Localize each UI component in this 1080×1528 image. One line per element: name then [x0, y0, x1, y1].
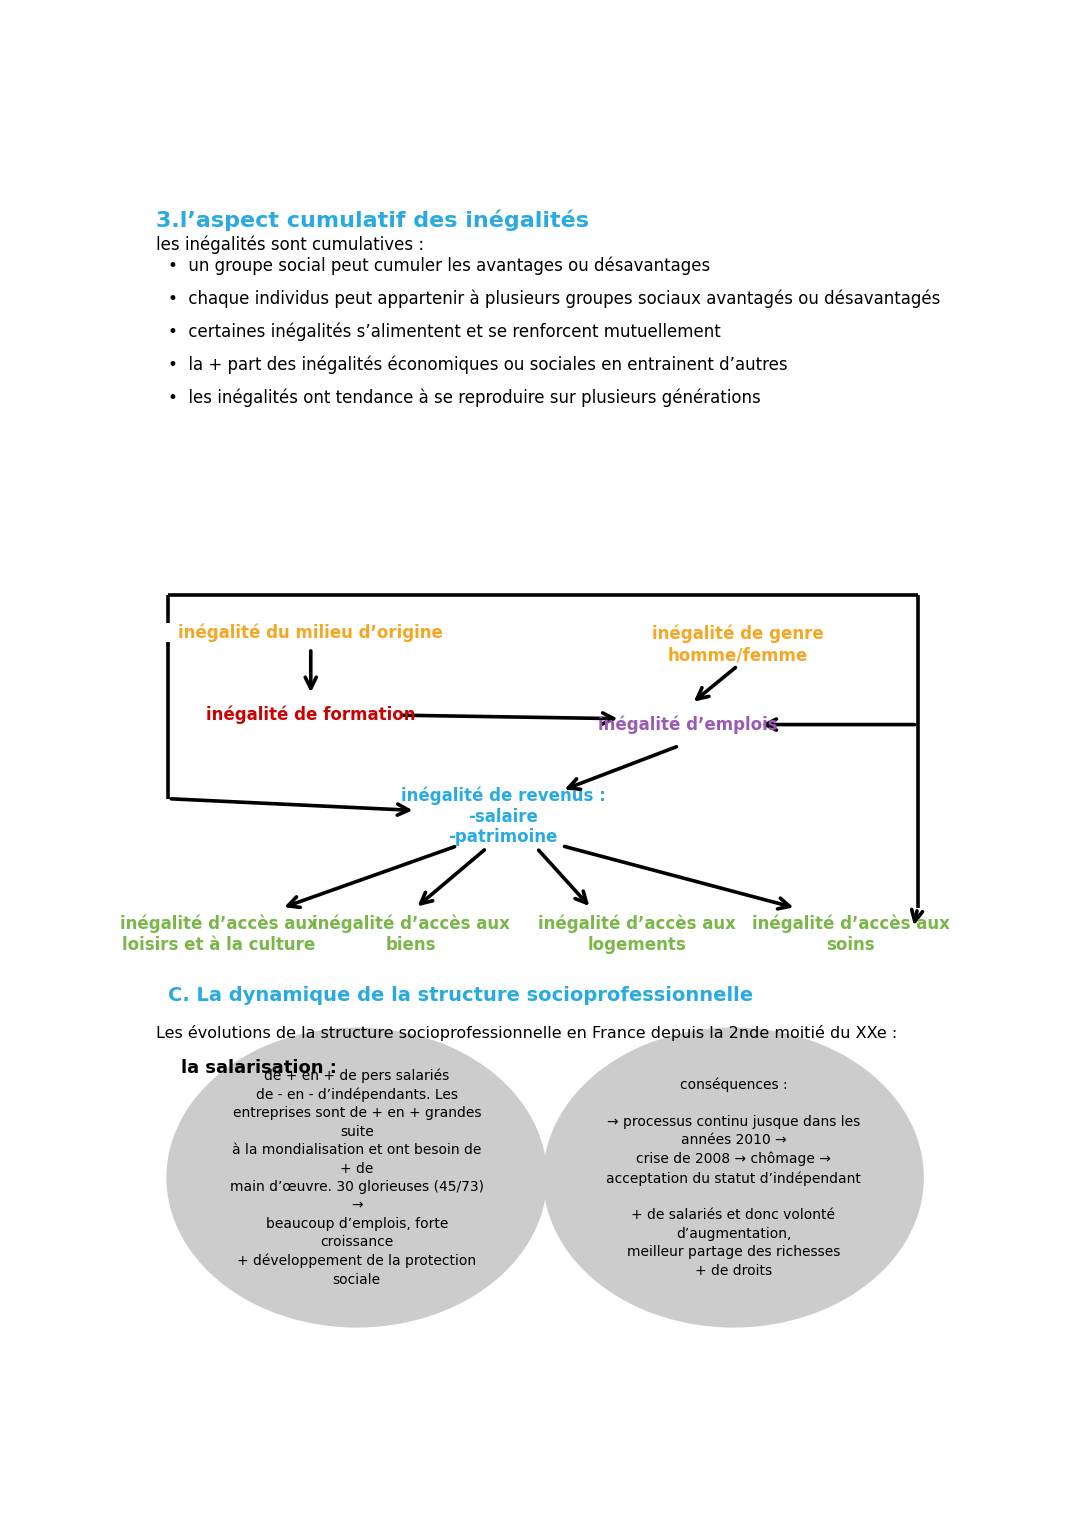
Text: les inégalités sont cumulatives :: les inégalités sont cumulatives : [156, 235, 424, 254]
Text: inégalité d’accès aux
loisirs et à la culture: inégalité d’accès aux loisirs et à la cu… [120, 914, 318, 953]
Text: inégalité d’accès aux
logements: inégalité d’accès aux logements [538, 914, 737, 953]
Text: inégalité du milieu d’origine: inégalité du milieu d’origine [178, 623, 443, 642]
Text: inégalité de formation: inégalité de formation [206, 706, 416, 724]
Text: Les évolutions de la structure socioprofessionnelle en France depuis la 2nde moi: Les évolutions de la structure socioprof… [156, 1025, 897, 1041]
Text: inégalité d’accès aux
soins: inégalité d’accès aux soins [752, 914, 949, 953]
Text: conséquences :

→ processus continu jusque dans les
années 2010 →
crise de 2008 : conséquences : → processus continu jusqu… [606, 1077, 861, 1277]
Ellipse shape [166, 1027, 548, 1328]
Text: inégalité d’emplois: inégalité d’emplois [597, 715, 778, 733]
Text: la salarisation :: la salarisation : [181, 1059, 337, 1077]
Text: inégalité de genre
homme/femme: inégalité de genre homme/femme [651, 625, 824, 665]
Text: de + en + de pers salariés
de - en - d’indépendants. Les
entreprises sont de + e: de + en + de pers salariés de - en - d’i… [230, 1068, 484, 1287]
Ellipse shape [543, 1027, 923, 1328]
Text: •  chaque individus peut appartenir à plusieurs groupes sociaux avantagés ou dés: • chaque individus peut appartenir à plu… [168, 289, 941, 307]
Text: •  la + part des inégalités économiques ou sociales en entrainent d’autres: • la + part des inégalités économiques o… [168, 354, 788, 374]
Text: •  certaines inégalités s’alimentent et se renforcent mutuellement: • certaines inégalités s’alimentent et s… [168, 322, 721, 341]
Text: •  un groupe social peut cumuler les avantages ou désavantages: • un groupe social peut cumuler les avan… [168, 257, 711, 275]
Text: inégalité d’accès aux
biens: inégalité d’accès aux biens [312, 914, 510, 953]
Text: C. La dynamique de la structure socioprofessionnelle: C. La dynamique de la structure sociopro… [168, 986, 754, 1005]
Text: •  les inégalités ont tendance à se reproduire sur plusieurs générations: • les inégalités ont tendance à se repro… [168, 388, 761, 406]
Text: 3.l’aspect cumulatif des inégalités: 3.l’aspect cumulatif des inégalités [156, 209, 589, 231]
Text: inégalité de revenus :
-salaire
-patrimoine: inégalité de revenus : -salaire -patrimo… [401, 787, 606, 847]
